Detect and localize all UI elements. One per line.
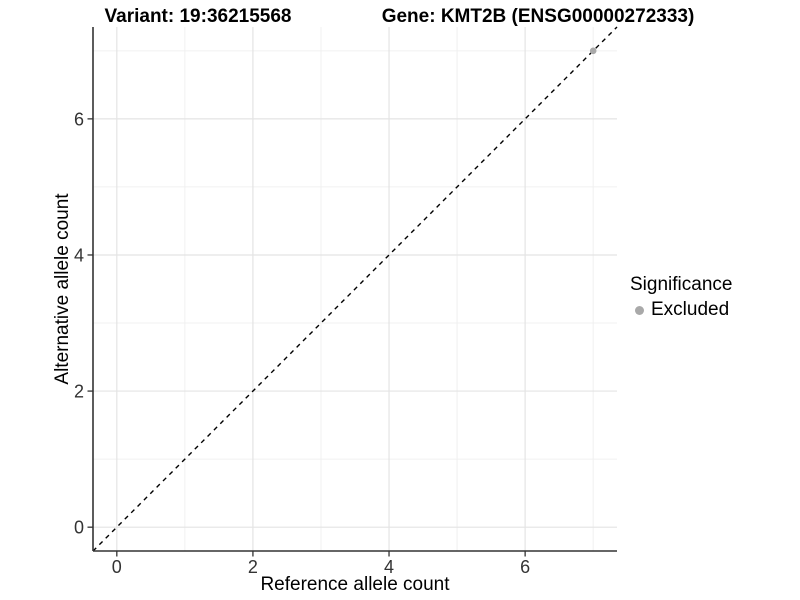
x-tick-label: 2 [248, 557, 258, 577]
legend: Significance Excluded [630, 274, 732, 321]
y-tick-label: 4 [74, 245, 84, 265]
legend-entry-excluded: Excluded [630, 299, 732, 321]
y-tick-label: 0 [74, 518, 84, 538]
y-tick-label: 2 [74, 382, 84, 402]
y-axis-title: Alternative allele count [52, 193, 73, 385]
x-tick-label: 0 [112, 557, 122, 577]
y-tick-label: 6 [74, 109, 84, 129]
identity-line [92, 26, 618, 552]
gene-title: Gene: KMT2B (ENSG00000272333) [381, 6, 695, 27]
x-axis-title: Reference allele count [260, 574, 450, 595]
data-point-excluded [589, 47, 597, 55]
legend-title: Significance [630, 274, 733, 295]
x-tick-label: 6 [520, 557, 530, 577]
legend-entry-label: Excluded [651, 299, 730, 320]
x-tick-label: 4 [384, 557, 394, 577]
legend-key-dot [635, 305, 644, 315]
variant-title: Variant: 19:36215568 [104, 6, 292, 27]
